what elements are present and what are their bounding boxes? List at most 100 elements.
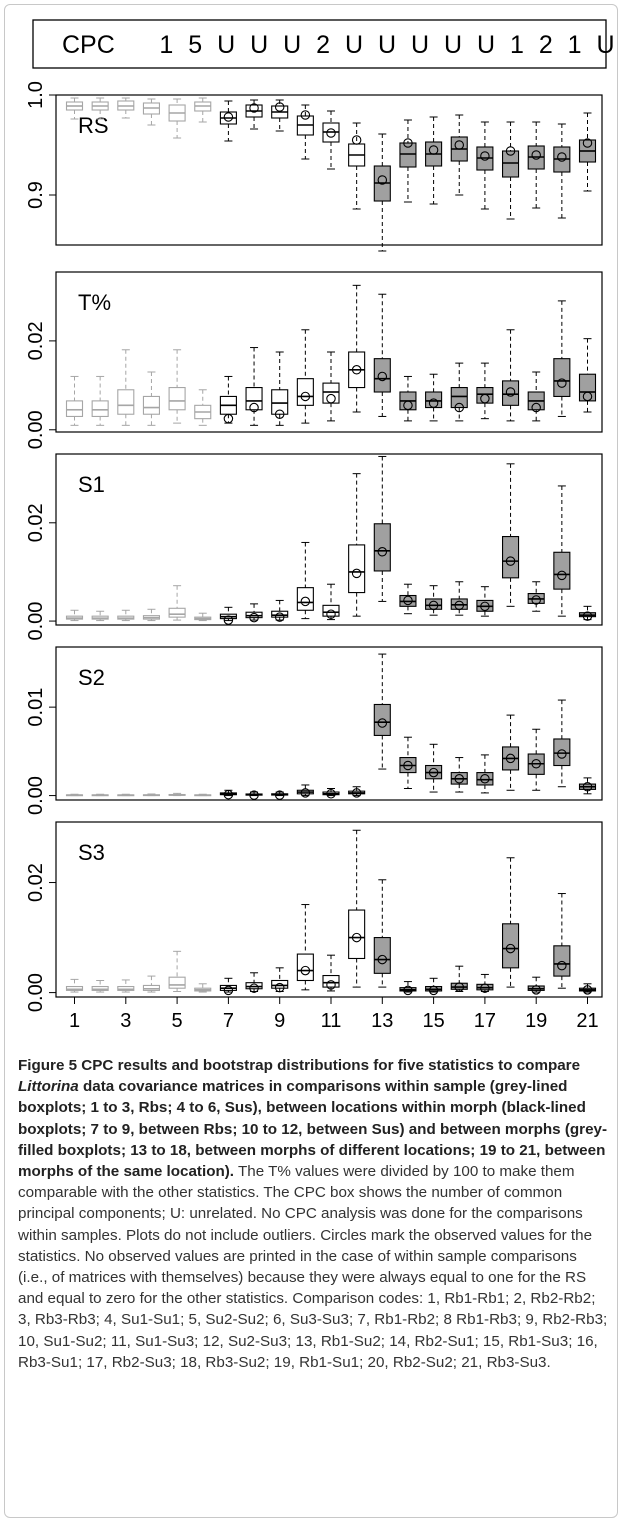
box-21 [578, 112, 597, 192]
caption-lead: Figure 5 CPC results and bootstrap distr… [18, 1057, 607, 1180]
panel-s1: S1 0.00 0.02 [25, 453, 603, 641]
box-body [245, 982, 263, 990]
box-2 [91, 793, 109, 797]
plot-area [55, 646, 603, 801]
observed-value-marker [249, 983, 259, 993]
box-11 [322, 954, 340, 992]
observed-value-marker [582, 985, 593, 995]
panel-label: S3 [78, 840, 105, 865]
box-19 [527, 581, 545, 612]
cpc-box [32, 19, 607, 69]
observed-value-marker [531, 758, 541, 769]
box-8 [245, 603, 263, 623]
box-6 [194, 983, 212, 993]
box-body [476, 772, 494, 786]
observed-value-marker [351, 932, 362, 943]
plot-area [55, 453, 603, 626]
box-19 [527, 121, 545, 209]
box-13 [373, 455, 391, 602]
box-10 [296, 329, 314, 424]
observed-value-marker [300, 596, 311, 607]
observed-value-marker [557, 152, 567, 162]
observed-value-marker [403, 760, 413, 771]
box-1 [65, 97, 84, 120]
figure-frame [4, 4, 618, 1518]
panel-tpct: T% 0.00 0.02 [25, 271, 603, 449]
box-4 [142, 975, 160, 993]
box-20 [553, 485, 571, 617]
observed-value-marker [403, 985, 413, 996]
caption-species-name: Littorina [18, 1078, 79, 1096]
observed-value-marker [377, 954, 388, 965]
box-18 [501, 714, 520, 791]
box-4 [142, 98, 160, 126]
box-body [322, 382, 340, 404]
box-body [501, 150, 520, 178]
box-1 [65, 375, 84, 426]
box-body [142, 984, 160, 991]
observed-value-marker [480, 601, 490, 612]
box-10 [296, 904, 314, 991]
observed-value-marker [249, 103, 259, 113]
box-12 [348, 786, 366, 798]
box-3 [117, 349, 135, 426]
box-body [476, 387, 494, 404]
y-tick-label: 0.9 [25, 181, 47, 209]
observed-value-marker [326, 128, 336, 138]
box-18 [501, 463, 520, 607]
box-14 [399, 119, 417, 203]
observed-value-marker [274, 409, 285, 419]
observed-value-marker [403, 595, 413, 606]
observed-value-marker [351, 135, 362, 145]
observed-value-marker [454, 140, 464, 150]
box-9 [271, 790, 289, 800]
box-6 [194, 612, 212, 622]
observed-value-marker [582, 611, 593, 621]
box-9 [271, 99, 289, 132]
box-8 [245, 99, 263, 130]
panel-label: T% [78, 290, 111, 315]
box-1 [65, 978, 84, 993]
box-20 [553, 893, 571, 989]
box-body [65, 985, 84, 991]
observed-value-marker [428, 767, 439, 778]
box-14 [399, 981, 417, 996]
box-body [399, 142, 417, 168]
observed-value-marker [557, 378, 567, 388]
box-12 [348, 829, 366, 988]
x-tick-label: 7 [223, 1010, 234, 1032]
box-body [322, 974, 340, 988]
observed-value-marker [274, 982, 285, 993]
box-14 [399, 583, 417, 615]
box-2 [91, 979, 109, 993]
box-19 [527, 728, 545, 791]
box-7 [219, 100, 237, 142]
observed-value-marker [480, 151, 490, 161]
observed-value-marker [300, 110, 311, 120]
box-body [271, 979, 289, 989]
x-tick-label: 3 [120, 1010, 131, 1032]
panel-label: S2 [78, 665, 105, 690]
observed-value-marker [351, 568, 362, 579]
box-body [91, 985, 109, 991]
box-4 [142, 371, 160, 426]
box-3 [117, 97, 135, 119]
box-body [450, 387, 468, 409]
observed-value-marker [531, 150, 541, 160]
caption-bold-1: Figure 5 CPC results and bootstrap distr… [18, 1057, 581, 1074]
box-9 [271, 967, 289, 993]
box-4 [142, 793, 160, 797]
box-17 [476, 754, 494, 794]
observed-value-marker [480, 983, 490, 993]
box-7 [219, 977, 237, 996]
box-11 [322, 583, 340, 621]
box-3 [117, 609, 135, 622]
box-body [450, 982, 468, 990]
box-17 [476, 362, 494, 420]
box-13 [373, 653, 391, 770]
y-tick-label: 0.00 [25, 410, 47, 449]
box-2 [91, 610, 109, 622]
box-body [322, 604, 340, 617]
box-19 [527, 976, 545, 995]
box-18 [501, 329, 520, 422]
